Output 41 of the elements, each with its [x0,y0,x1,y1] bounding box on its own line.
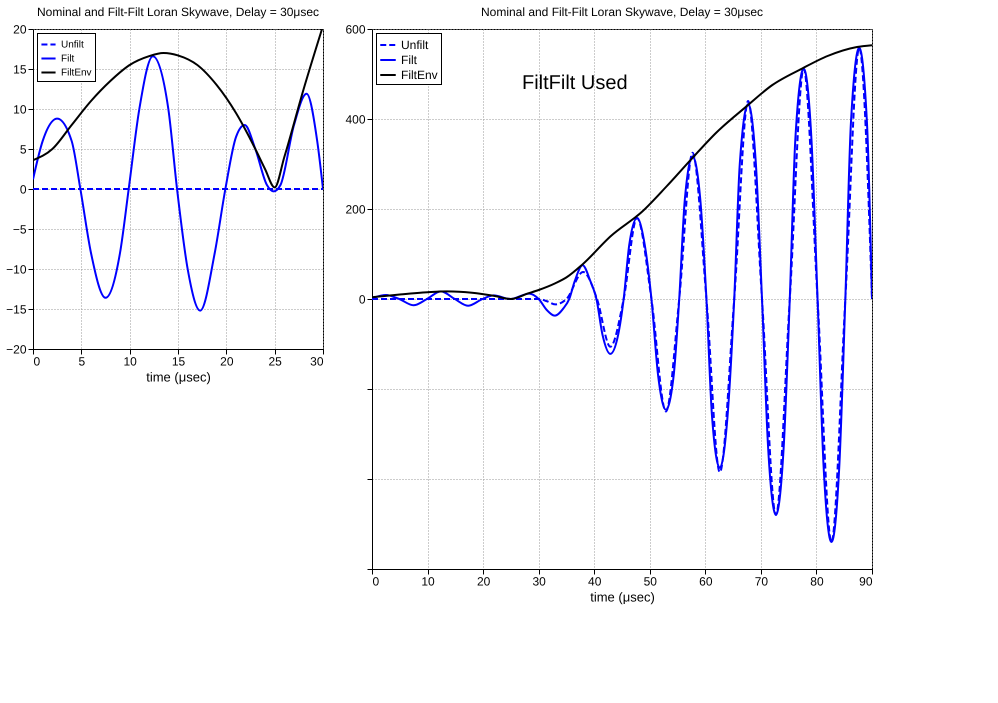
y-tick-label: −20 [6,342,27,356]
chart-title: Nominal and Filt-Filt Loran Skywave, Delay = 30μsec [480,5,764,19]
y-tick-label: −5 [12,222,27,236]
x-tick-label: 20 [476,574,491,588]
x-tick-label: 5 [78,354,86,368]
annotation: FiltFilt Used [522,72,628,94]
y-tick-label: 0 [358,292,366,306]
x-axis-title: time (μsec) [146,370,211,384]
legend-label: Unfilt [401,38,430,52]
x-tick-label: 80 [810,574,824,588]
x-tick-label: 15 [172,354,186,368]
x-tick-label: 0 [34,354,40,368]
y-tick-label: −15 [6,302,27,316]
legend-label: Filt [61,54,75,64]
y-tick-label: −10 [6,262,27,276]
x-tick-label: 30 [310,354,324,368]
x-tick-label: 20 [220,354,234,368]
x-tick-label: 25 [268,354,282,368]
x-tick-label: 60 [699,574,713,588]
x-tick-label: 10 [123,354,138,368]
legend-label: FiltEnv [401,68,438,82]
legend-label: Filt [401,53,418,67]
chart-title: Nominal and Filt-Filt Loran Skywave, Delay = 30μsec [36,5,320,19]
x-axis-title: time (μsec) [590,590,655,604]
y-tick-label: 20 [13,22,27,36]
y-tick-label: 200 [345,202,366,216]
legend-label: Unfilt [61,40,84,50]
x-tick-label: 50 [644,574,658,588]
x-tick-label: 40 [588,574,602,588]
legend-label: FiltEnv [61,68,92,78]
y-tick-label: 600 [345,22,366,36]
y-tick-label: 10 [13,102,27,116]
y-tick-label: 400 [345,112,366,126]
x-tick-label: 10 [421,574,436,588]
y-tick-label: 15 [13,62,27,76]
y-tick-label: 5 [20,142,27,156]
x-tick-label: 30 [532,574,546,588]
x-tick-label: 70 [754,574,768,588]
x-tick-label: 90 [859,574,873,588]
y-tick-label: 0 [20,182,27,196]
x-tick-label: 0 [372,574,380,588]
